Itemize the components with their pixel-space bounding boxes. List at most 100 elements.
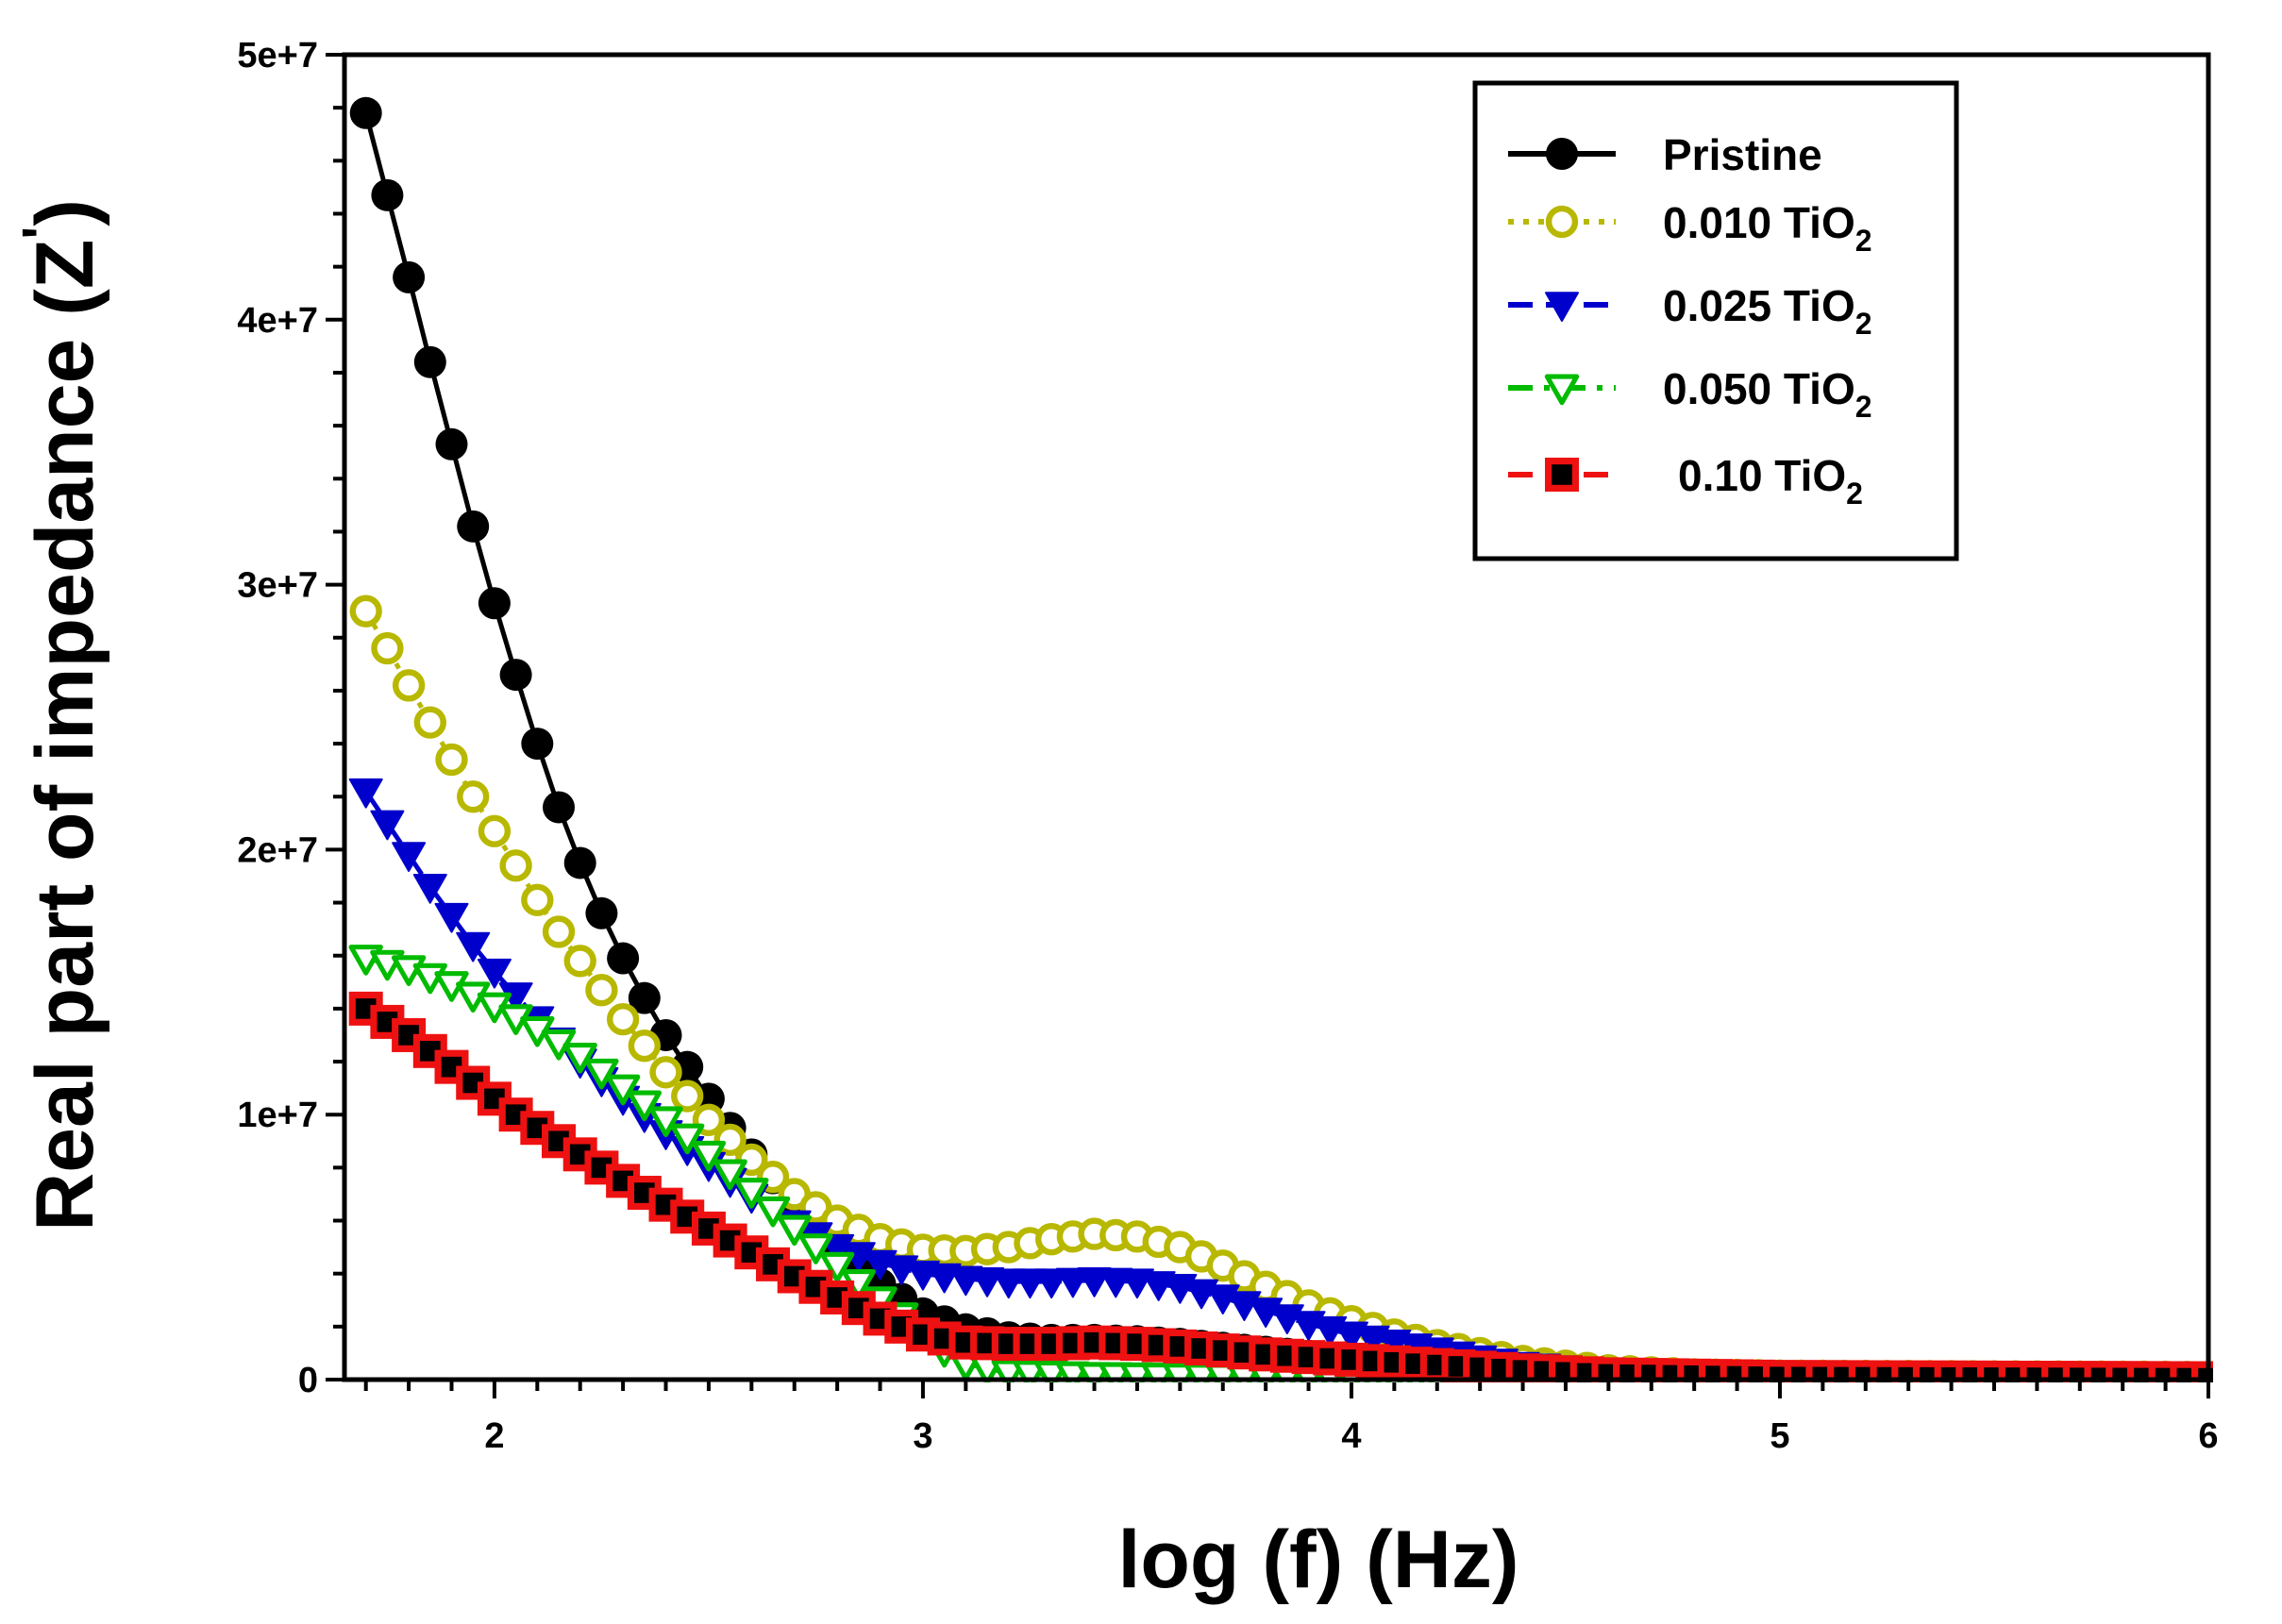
data-point: [457, 510, 490, 543]
y-tick-label: 4e+7: [237, 301, 318, 341]
data-point: [755, 1196, 791, 1228]
legend-label-0010-main: 0.010 TiO: [1663, 198, 1855, 247]
data-point: [628, 1030, 661, 1063]
data-point: [371, 178, 404, 211]
legend-label-010-sub: 2: [1846, 477, 1863, 511]
data-point: [542, 915, 576, 948]
x-axis-title: log (f) (Hz): [1117, 1515, 1519, 1605]
data-point: [435, 427, 468, 460]
legend-swatch-marker: [1544, 374, 1580, 406]
plot-frame: [342, 52, 2211, 1382]
y-tick-label: 5e+7: [237, 36, 318, 75]
data-point: [412, 873, 447, 904]
y-axis-title-main: Real part of impedance (Z: [20, 240, 110, 1231]
square-marker-body: [1544, 458, 1579, 493]
data-point: [371, 631, 404, 665]
x-tick-label: 4: [1341, 1416, 1361, 1456]
data-point: [1055, 1267, 1090, 1298]
data-point: [477, 958, 512, 989]
data-point: [521, 728, 554, 761]
x-tick-label: 2: [484, 1416, 504, 1456]
legend-label-0010-sub: 2: [1855, 224, 1872, 258]
data-point: [991, 1268, 1026, 1299]
data-point: [627, 1090, 663, 1122]
data-point: [670, 1123, 705, 1155]
data-point: [348, 778, 383, 809]
data-point: [584, 1058, 619, 1090]
legend-swatch-0: [1508, 138, 1616, 170]
data-point: [413, 706, 446, 739]
data-point: [457, 780, 490, 813]
x-tick-label: 5: [1770, 1416, 1789, 1456]
y-axis-title-prime: ': [11, 226, 73, 240]
data-point: [585, 974, 618, 1007]
legend-label-pristine: Pristine: [1663, 130, 1822, 179]
data-point: [605, 1074, 641, 1106]
data-point: [819, 1251, 855, 1283]
legend-swatch-3: [1508, 374, 1616, 406]
data-point: [456, 931, 491, 963]
tick-labels: 0 1e+7 2e+7 3e+7 4e+7 5e+7 2 3 4 5 6: [237, 36, 2218, 1456]
data-point: [543, 791, 576, 824]
data-point: [691, 1140, 727, 1172]
data-point: [1034, 1268, 1069, 1299]
legend-swatch-marker: [1546, 138, 1578, 170]
data-point: [649, 1056, 682, 1089]
y-axis-title: Real part of impedance (Z'): [11, 199, 110, 1231]
data-point: [393, 260, 426, 293]
legend-label-0050-main: 0.050 TiO: [1663, 364, 1855, 413]
legend-swatch-marker: [1545, 205, 1579, 239]
legend-label-010-main: 0.10 TiO: [1678, 451, 1846, 500]
y-axis-title-close: ): [20, 199, 110, 226]
y-tick-label: 1e+7: [237, 1096, 318, 1135]
data-point: [392, 669, 426, 702]
legend-label-010-tio2: 0.10 TiO2: [1678, 451, 1863, 511]
y-tick-label: 3e+7: [237, 566, 318, 606]
legend-label-0025-tio2: 0.025 TiO2: [1663, 281, 1872, 341]
data-point: [499, 659, 532, 692]
data-point: [392, 842, 427, 873]
data-point: [349, 96, 382, 129]
legend: Pristine 0.010 TiO2 0.025 TiO2 0.050 TiO…: [1472, 80, 1959, 561]
legend-swatch-4: [1508, 458, 1616, 493]
legend-swatches: [1508, 138, 1616, 493]
legend-swatch-1: [1508, 205, 1616, 239]
legend-swatch-marker: [1545, 292, 1579, 322]
data-point: [499, 849, 532, 882]
data-point: [435, 743, 468, 777]
data-point: [628, 981, 661, 1014]
x-tick-label: 6: [2198, 1416, 2218, 1456]
data-point: [370, 810, 405, 841]
legend-swatch-2: [1508, 292, 1616, 322]
x-tick-label: 3: [913, 1416, 932, 1456]
data-point: [607, 942, 640, 975]
legend-label-pristine-main: Pristine: [1663, 130, 1822, 179]
legend-label-0050-sub: 2: [1855, 390, 1872, 424]
data-point: [671, 1080, 704, 1113]
legend-label-0025-sub: 2: [1855, 307, 1872, 341]
legend-swatch-marker: [1544, 458, 1579, 493]
data-point: [1013, 1268, 1048, 1299]
data-point: [648, 1106, 683, 1138]
y-tick-label: 0: [298, 1361, 318, 1400]
y-tick-label: 2e+7: [237, 830, 318, 870]
legend-label-0010-tio2: 0.010 TiO2: [1663, 198, 1872, 258]
data-point: [777, 1214, 812, 1247]
data-point: [563, 846, 596, 879]
legend-label-0025-main: 0.025 TiO: [1663, 281, 1855, 330]
data-point: [713, 1159, 747, 1191]
data-point: [521, 883, 554, 916]
data-point: [563, 945, 596, 978]
data-point: [413, 345, 446, 378]
data-point: [562, 1042, 597, 1074]
data-point: [478, 814, 512, 847]
data-point: [434, 902, 469, 933]
data-point: [734, 1178, 769, 1209]
data-point: [349, 594, 382, 628]
data-point: [798, 1233, 833, 1264]
data-point: [585, 896, 618, 929]
data-point: [606, 1002, 640, 1036]
legend-label-0050-tio2: 0.050 TiO2: [1663, 364, 1872, 424]
data-point: [478, 587, 511, 620]
